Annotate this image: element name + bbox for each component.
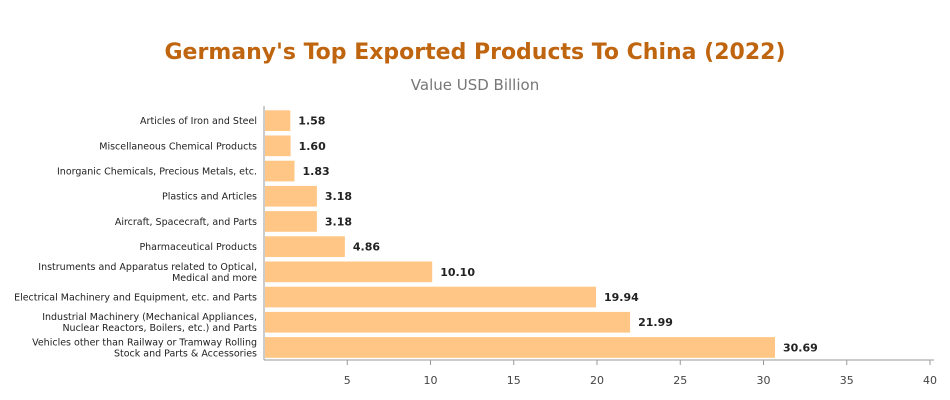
category-label: Instruments and Apparatus related to Opt… [38, 262, 257, 273]
value-label: 19.94 [604, 291, 639, 304]
bars-group [265, 110, 775, 358]
x-tick-label: 15 [507, 374, 521, 387]
bar [265, 160, 295, 182]
x-tick-label: 35 [840, 374, 854, 387]
value-label: 1.58 [298, 115, 325, 128]
category-labels: Articles of Iron and Steel Miscellaneous … [14, 116, 257, 359]
bar [265, 337, 775, 358]
bar [265, 135, 291, 157]
bar [265, 185, 317, 207]
category-label: Aircraft, Spacecraft, and Parts [115, 217, 257, 228]
x-tick-label: 5 [344, 374, 351, 387]
category-label: Vehicles other than Railway or Tramway R… [32, 337, 257, 348]
category-label: Stock and Parts & Accessories [114, 348, 257, 359]
bar [265, 211, 317, 232]
value-label: 3.18 [325, 215, 352, 228]
x-tick-label: 25 [673, 374, 687, 387]
category-label: Inorganic Chemicals, Precious Metals, et… [57, 167, 257, 178]
category-label: Industrial Machinery (Mechanical Applian… [42, 312, 257, 323]
bar [265, 311, 631, 333]
x-tick-label: 30 [757, 374, 771, 387]
value-label: 30.69 [783, 341, 818, 354]
category-label: Medical and more [172, 273, 257, 284]
category-label: Electrical Machinery and Equipment, etc.… [14, 293, 257, 304]
value-labels: 1.581.601.833.183.184.8610.1019.9421.993… [298, 115, 817, 355]
bar [265, 286, 596, 308]
category-label: Plastics and Articles [162, 192, 257, 203]
x-tick-label: 20 [590, 374, 604, 387]
value-label: 4.86 [353, 241, 380, 254]
bar [265, 236, 345, 257]
bar [265, 261, 433, 283]
chart-title: Germany's Top Exported Products To China… [164, 40, 786, 65]
bar [265, 110, 291, 131]
category-label: Pharmaceutical Products [139, 242, 257, 253]
chart-subtitle: Value USD Billion [410, 76, 540, 94]
value-label: 10.10 [440, 266, 475, 279]
category-label: Articles of Iron and Steel [140, 116, 257, 127]
x-tick-label: 10 [424, 374, 438, 387]
value-label: 1.83 [303, 165, 330, 178]
value-label: 1.60 [299, 140, 326, 153]
value-label: 21.99 [638, 316, 673, 329]
category-label: Miscellaneous Chemical Products [99, 141, 257, 152]
x-axis: 5 10 15 20 25 30 35 40 [263, 106, 937, 387]
category-label: Nuclear Reactors, Boilers, etc.) and Par… [62, 323, 257, 334]
value-label: 3.18 [325, 190, 352, 203]
x-tick-label: 40 [923, 374, 937, 387]
